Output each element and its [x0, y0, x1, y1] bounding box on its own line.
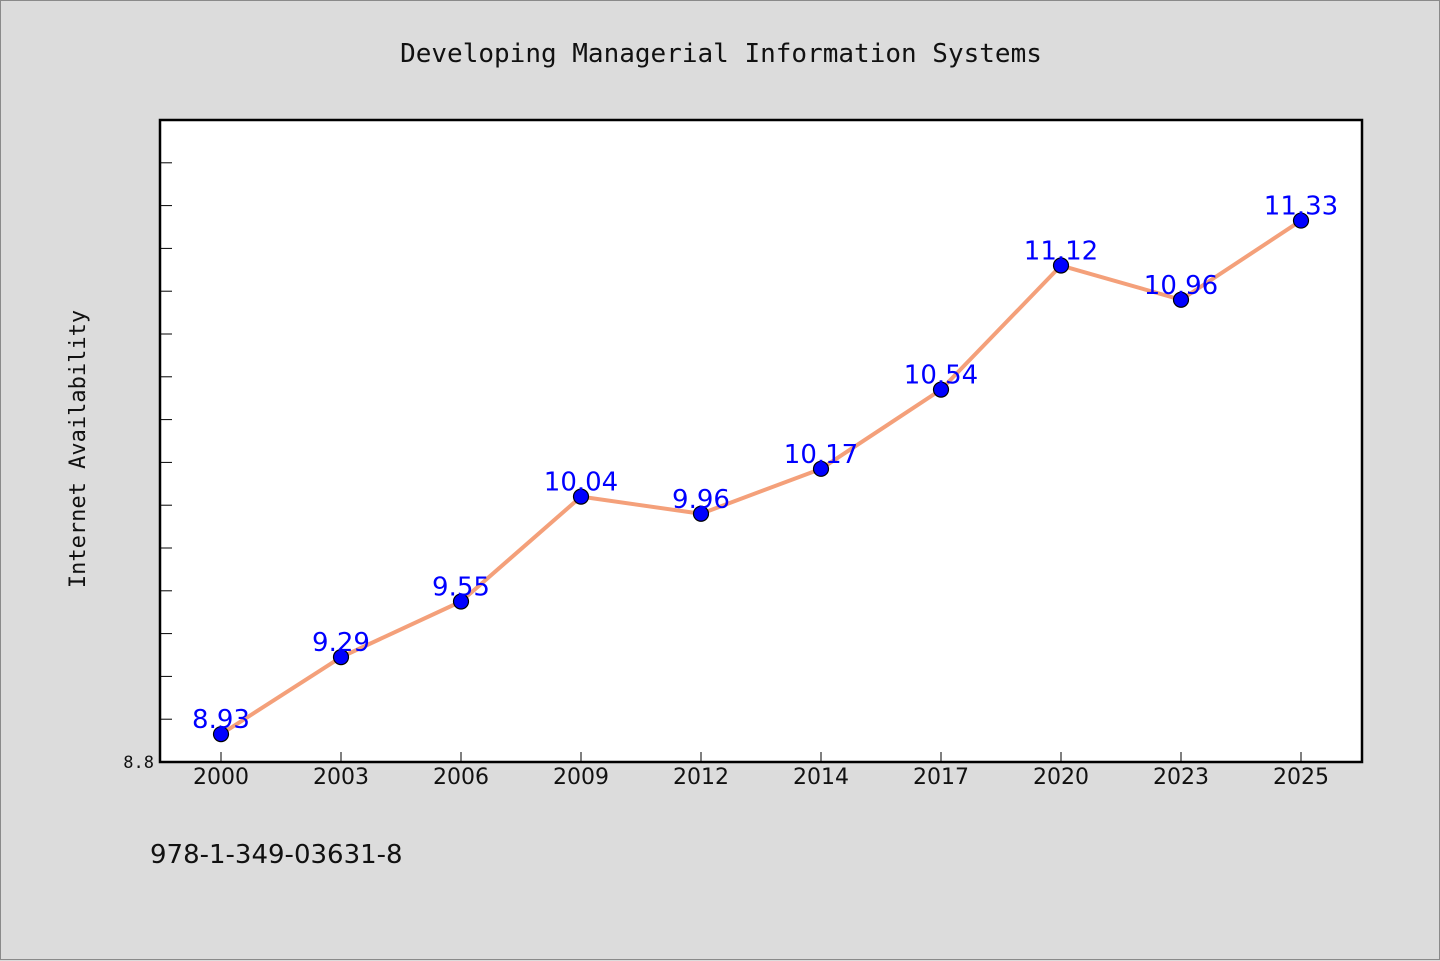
data-label: 10.96: [1144, 271, 1218, 301]
y-axis-label: Internet Availability: [66, 310, 91, 588]
data-label: 9.55: [432, 573, 490, 603]
x-tick-label: 2000: [193, 765, 249, 790]
series-line: [219, 218, 1303, 736]
y-tick-label: 8.8: [123, 753, 154, 773]
data-point: [212, 726, 230, 743]
x-tick-label: 2025: [1273, 765, 1329, 790]
data-label: 11.12: [1024, 237, 1098, 267]
data-point: [452, 593, 470, 610]
data-point: [1052, 257, 1070, 274]
plot-area: [158, 118, 1364, 764]
x-tick-label: 2009: [553, 765, 609, 790]
x-tick-label: 2003: [313, 765, 369, 790]
data-point: [812, 460, 830, 477]
data-label: 10.54: [904, 361, 978, 391]
data-point: [932, 381, 950, 398]
x-axis-ticks: 2000 2003 2006 2009 2012 2014 2017 2020 2023 2025: [193, 752, 1329, 790]
chart-title: Developing Managerial Information System…: [400, 39, 1042, 69]
data-label: 10.04: [544, 468, 618, 498]
data-point: [572, 488, 590, 505]
data-label: 9.29: [312, 628, 370, 658]
data-label: 9.96: [672, 485, 730, 515]
data-point: [1172, 291, 1190, 308]
data-point: [1292, 212, 1310, 229]
x-tick-label: 2012: [673, 765, 729, 790]
data-point: [332, 649, 350, 666]
isbn-text: 978-1-349-03631-8: [150, 840, 403, 870]
x-tick-label: 2017: [913, 765, 969, 790]
data-label: 11.33: [1264, 192, 1338, 222]
x-tick-label: 2023: [1153, 765, 1209, 790]
x-tick-label: 2014: [793, 765, 849, 790]
data-label: 10.17: [784, 440, 858, 470]
data-labels-group: 8.93 9.29 9.55 10.04 9.96 10.17 10.54 11.12 10.9…: [192, 192, 1338, 736]
x-tick-label: 2006: [433, 765, 489, 790]
series-group: [212, 212, 1310, 743]
data-point: [692, 505, 710, 522]
y-axis-ticks: 8.8: [123, 162, 172, 773]
data-label: 8.93: [192, 705, 250, 735]
x-tick-label: 2020: [1033, 765, 1089, 790]
